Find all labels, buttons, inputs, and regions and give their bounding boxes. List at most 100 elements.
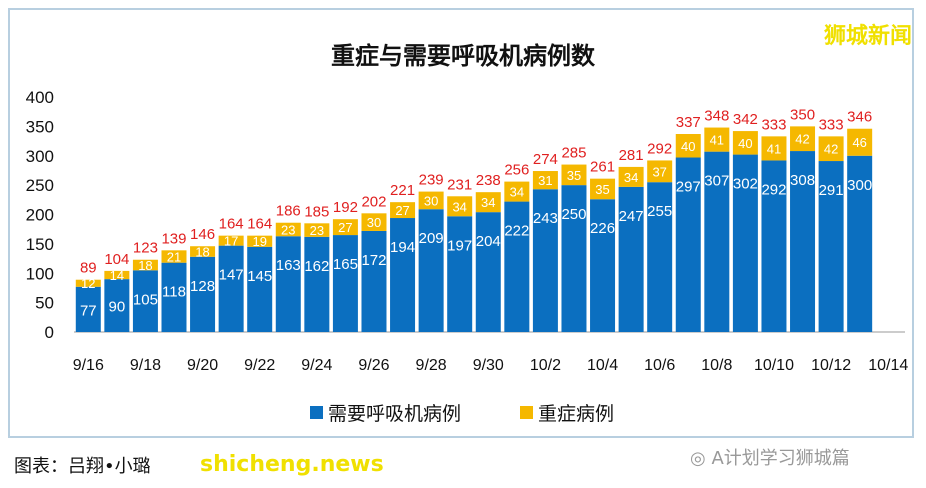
y-tick-label: 100 — [26, 264, 54, 283]
bar-data-label: 226 — [590, 220, 615, 237]
total-label: 292 — [647, 140, 672, 157]
bar-data-label: 12 — [81, 276, 95, 291]
total-label: 342 — [733, 111, 758, 128]
bar-ventilator — [790, 151, 816, 332]
x-tick-label: 10/2 — [530, 357, 561, 374]
bar-ventilator — [418, 209, 444, 332]
y-tick-label: 0 — [45, 323, 54, 342]
bar-data-label: 40 — [738, 136, 752, 151]
bar-severe — [504, 181, 530, 202]
legend-label: 需要呼吸机病例 — [328, 403, 461, 425]
x-tick-label: 10/14 — [868, 357, 908, 374]
y-tick-label: 150 — [26, 235, 54, 254]
bar-severe — [590, 178, 616, 200]
total-label: 238 — [476, 172, 501, 189]
x-tick-label: 10/10 — [754, 357, 794, 374]
bar-severe — [704, 127, 730, 152]
total-label: 123 — [133, 240, 158, 257]
bar-data-label: 31 — [538, 173, 552, 188]
bar-severe — [75, 279, 101, 287]
total-label: 146 — [190, 226, 215, 243]
bar-severe — [675, 134, 701, 158]
bar-ventilator — [132, 270, 158, 332]
bar-severe — [418, 191, 444, 210]
bar-severe — [790, 126, 816, 152]
chart-title: 重症与需要呼吸机病例数 — [331, 42, 595, 70]
total-label: 239 — [419, 172, 444, 189]
bar-data-label: 147 — [219, 267, 244, 284]
bar-ventilator — [732, 154, 758, 332]
total-label: 348 — [704, 108, 729, 125]
bar-data-label: 42 — [824, 142, 838, 157]
bar-ventilator — [704, 151, 730, 332]
x-tick-label: 9/24 — [301, 357, 332, 374]
bar-ventilator — [390, 218, 416, 332]
total-label: 164 — [247, 216, 272, 233]
y-tick-label: 200 — [26, 206, 54, 225]
bar-ventilator — [532, 189, 558, 332]
bar-data-label: 300 — [847, 177, 872, 194]
bar-ventilator — [504, 201, 530, 332]
bar-data-label: 35 — [595, 182, 609, 197]
bar-data-label: 163 — [276, 257, 301, 274]
x-tick-label: 9/22 — [244, 357, 275, 374]
bar-ventilator — [618, 186, 644, 332]
bar-data-label: 172 — [361, 252, 386, 269]
bar-data-label: 42 — [795, 132, 809, 147]
bar-data-label: 35 — [567, 168, 581, 183]
x-tick-label: 10/12 — [811, 357, 851, 374]
bar-data-label: 27 — [395, 203, 409, 218]
bar-ventilator — [304, 236, 330, 332]
bar-severe — [304, 223, 330, 237]
bar-data-label: 77 — [80, 302, 97, 319]
bar-severe — [161, 250, 187, 263]
x-tick-label: 10/4 — [587, 357, 618, 374]
bar-severe — [390, 202, 416, 219]
total-label: 186 — [276, 203, 301, 220]
legend-swatch — [310, 406, 323, 419]
bar-ventilator — [761, 160, 787, 332]
total-label: 89 — [80, 260, 97, 277]
y-tick-label: 300 — [26, 147, 54, 166]
bar-severe — [561, 164, 587, 186]
total-label: 350 — [790, 106, 815, 123]
bar-data-label: 37 — [652, 164, 666, 179]
y-tick-label: 350 — [26, 117, 54, 136]
bar-ventilator — [590, 199, 616, 332]
bar-data-label: 34 — [624, 170, 638, 185]
x-tick-label: 10/8 — [701, 357, 732, 374]
bar-data-label: 90 — [109, 299, 126, 316]
bar-data-label: 34 — [481, 195, 495, 210]
total-label: 185 — [304, 203, 329, 220]
bar-ventilator — [447, 216, 473, 332]
bar-ventilator — [190, 256, 216, 332]
x-tick-label: 9/16 — [73, 357, 104, 374]
legend-swatch — [520, 406, 533, 419]
bar-data-label: 145 — [247, 268, 272, 285]
bar-ventilator — [561, 185, 587, 332]
bar-ventilator — [847, 155, 873, 332]
bar-data-label: 118 — [162, 284, 186, 301]
bar-data-label: 307 — [704, 173, 729, 190]
x-tick-label: 9/26 — [358, 357, 389, 374]
bar-ventilator — [647, 182, 673, 332]
bar-data-label: 255 — [647, 203, 672, 220]
bar-data-label: 222 — [504, 223, 529, 240]
y-tick-label: 50 — [35, 294, 54, 313]
bar-data-label: 30 — [424, 193, 438, 208]
wechat-text: A计划学习狮城篇 — [711, 448, 850, 469]
bar-ventilator — [675, 157, 701, 332]
y-tick-label: 250 — [26, 176, 54, 195]
bar-severe — [361, 213, 387, 231]
bar-severe — [132, 259, 158, 271]
bar-data-label: 243 — [533, 210, 558, 227]
bar-data-label: 14 — [110, 268, 124, 283]
bar-severe — [218, 235, 244, 246]
bar-data-label: 197 — [447, 237, 472, 254]
bar-data-label: 46 — [852, 135, 866, 150]
bar-data-label: 23 — [281, 222, 295, 237]
total-label: 337 — [676, 114, 701, 131]
total-label: 285 — [561, 145, 586, 162]
wechat-label: ◎ A计划学习狮城篇 — [690, 444, 850, 470]
bar-data-label: 40 — [681, 139, 695, 154]
